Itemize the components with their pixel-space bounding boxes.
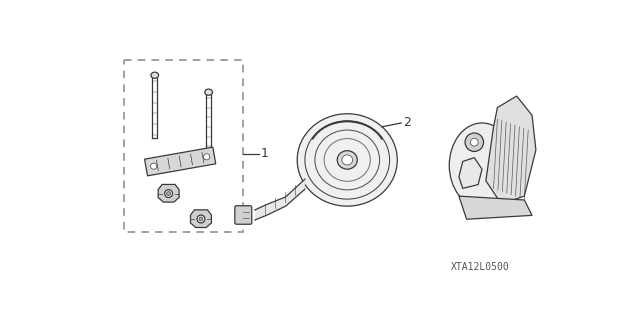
Ellipse shape [449, 123, 515, 208]
Polygon shape [459, 196, 532, 219]
Circle shape [197, 215, 205, 223]
Circle shape [199, 217, 203, 221]
Ellipse shape [205, 89, 212, 95]
Polygon shape [255, 179, 305, 220]
Polygon shape [459, 158, 482, 189]
Polygon shape [191, 210, 211, 227]
Text: 2: 2 [403, 116, 412, 130]
Ellipse shape [337, 151, 357, 169]
Ellipse shape [342, 155, 353, 165]
Circle shape [150, 163, 157, 169]
Text: 1: 1 [261, 147, 269, 160]
Polygon shape [145, 147, 216, 176]
FancyBboxPatch shape [235, 206, 252, 224]
Circle shape [470, 138, 478, 146]
Circle shape [465, 133, 484, 152]
Text: XTA12L0500: XTA12L0500 [451, 262, 510, 271]
Polygon shape [158, 184, 179, 202]
Circle shape [166, 192, 171, 196]
Ellipse shape [297, 114, 397, 206]
Circle shape [204, 154, 210, 160]
Ellipse shape [151, 72, 159, 78]
Circle shape [164, 190, 173, 197]
Polygon shape [486, 96, 536, 204]
